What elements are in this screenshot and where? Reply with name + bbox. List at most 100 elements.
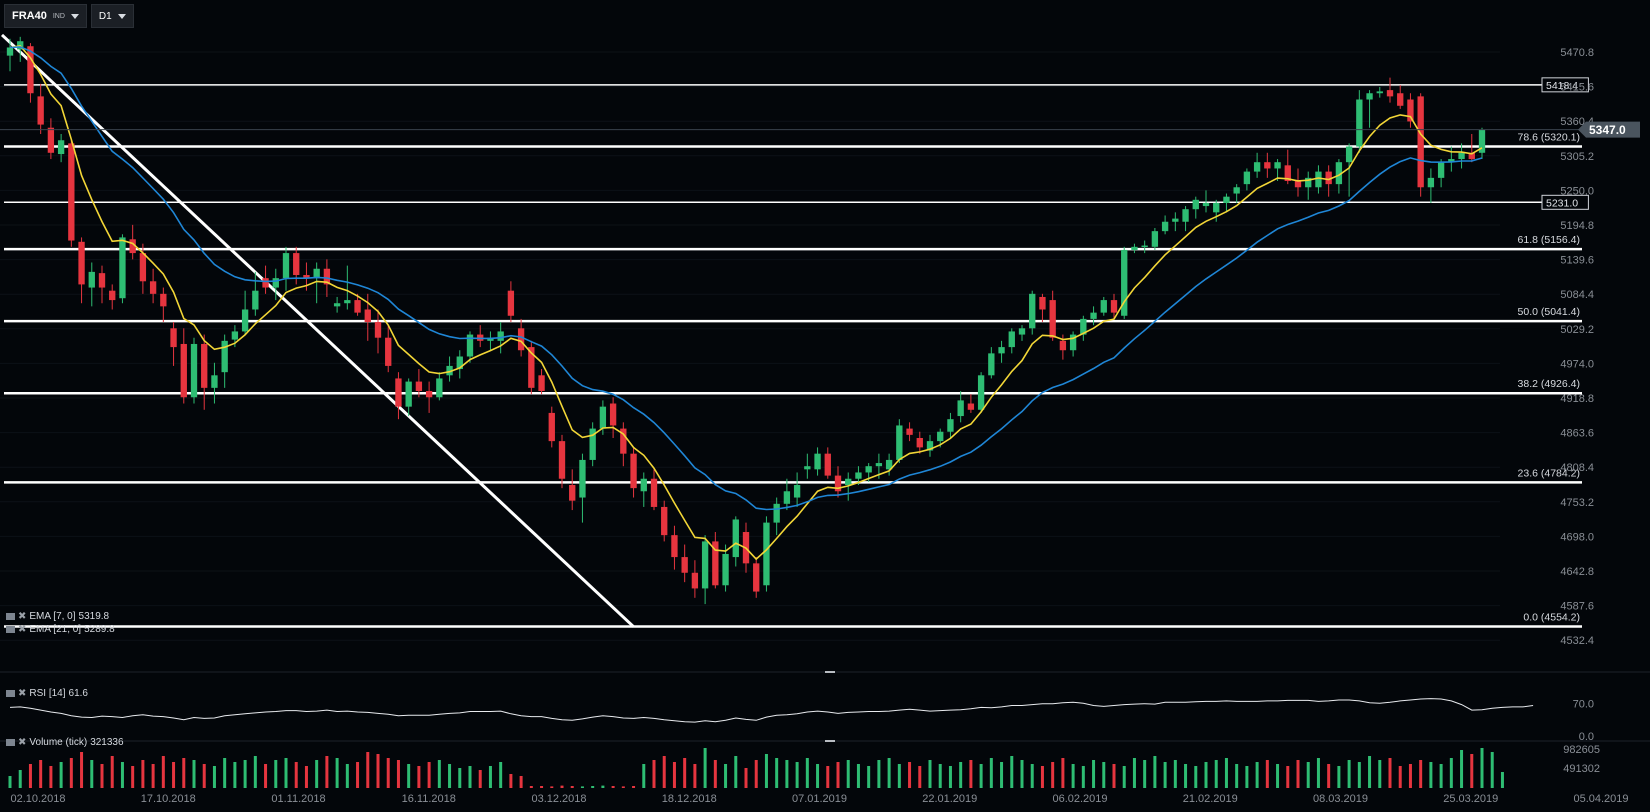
candle: [773, 497, 780, 536]
candle: [538, 369, 545, 395]
price-axis: 5470.85415.65360.45305.25250.05194.85139…: [0, 47, 1640, 647]
close-icon[interactable]: ✖: [18, 611, 27, 622]
ema-fast-name: EMA [7, 0]: [29, 611, 76, 622]
candle-body: [1315, 171, 1322, 188]
volume-bar: [816, 764, 820, 788]
candle-body: [712, 541, 719, 586]
fib-level-label: 78.6 (5320.1): [1518, 131, 1580, 143]
volume-bar: [49, 766, 53, 788]
candle-body: [661, 506, 668, 536]
candle: [98, 265, 106, 304]
volume-bar: [458, 768, 462, 788]
volume-bar: [1245, 766, 1249, 788]
volume-bar: [59, 762, 63, 788]
candle-body: [395, 378, 402, 407]
volume-bar: [713, 760, 717, 788]
volume-bar: [703, 748, 707, 788]
volume-bar: [90, 760, 94, 788]
candle-body: [517, 328, 525, 351]
volume-bar: [856, 764, 860, 788]
volume-bar: [621, 786, 625, 788]
candle-body: [640, 478, 647, 492]
indicator-legend-ema-fast[interactable]: ✖ EMA [7, 0] 5319.8: [6, 611, 109, 622]
close-icon[interactable]: ✖: [18, 624, 27, 635]
close-icon[interactable]: ✖: [18, 688, 27, 699]
volume-bar: [826, 766, 830, 788]
time-tick-label: 03.12.2018: [531, 793, 586, 805]
candle-body: [977, 375, 985, 410]
volume-bar: [1316, 758, 1320, 788]
candle-body: [47, 127, 55, 153]
indicator-legend-rsi[interactable]: ✖ RSI [14] 61.6: [6, 688, 88, 699]
candle-body: [1131, 246, 1138, 250]
volume-bar: [754, 760, 758, 788]
candle-body: [272, 278, 279, 288]
candle-body: [1253, 162, 1261, 172]
volume-bar: [1214, 760, 1218, 788]
candle: [1080, 315, 1087, 341]
candle: [681, 544, 688, 583]
fib-level-label: 38.2 (4926.4): [1518, 378, 1580, 390]
candle-body: [27, 46, 34, 94]
candle: [1172, 212, 1179, 232]
volume-bar: [867, 766, 871, 788]
candle: [282, 246, 290, 291]
candle-body: [1059, 340, 1067, 351]
candle-body: [650, 478, 658, 507]
candle-body: [323, 268, 331, 285]
candle-body: [1018, 328, 1026, 335]
settings-icon[interactable]: [6, 739, 15, 746]
indicator-legend-volume[interactable]: ✖ Volume (tick) 321336: [6, 737, 124, 748]
rsi-value: 61.6: [68, 688, 88, 699]
candle: [814, 447, 821, 476]
candle-body: [988, 353, 995, 376]
volume-bar: [836, 762, 840, 788]
panel-resize-handle: [825, 671, 835, 673]
candle-body: [139, 253, 147, 282]
candle-body: [1366, 93, 1373, 100]
candle: [1049, 290, 1056, 341]
candle: [906, 422, 913, 442]
volume-bar: [1000, 762, 1004, 788]
volume-bar: [110, 756, 114, 788]
volume-bar: [488, 766, 492, 788]
candle-body: [1325, 171, 1332, 185]
volume-bar: [80, 752, 84, 788]
volume-bar: [1419, 760, 1423, 788]
settings-icon[interactable]: [6, 626, 15, 633]
timeframe-selector[interactable]: D1: [90, 4, 134, 28]
candle-body: [344, 300, 351, 304]
grid-lines: [0, 51, 1500, 641]
settings-icon[interactable]: [6, 690, 15, 697]
close-icon[interactable]: ✖: [18, 737, 27, 748]
candle-body: [1121, 249, 1128, 316]
candle-body: [282, 253, 290, 279]
volume-bar: [1327, 764, 1331, 788]
symbol-selector[interactable]: FRA40 IND: [4, 4, 87, 28]
candle: [896, 419, 903, 464]
candle-body: [160, 293, 167, 307]
candle-body: [1039, 296, 1046, 310]
candle-body: [681, 557, 688, 573]
candle-body: [937, 431, 944, 442]
volume-bar: [928, 760, 932, 788]
volume-bar: [1081, 766, 1085, 788]
ema-fast-line: [9, 45, 1483, 561]
volume-bar: [1255, 762, 1259, 788]
volume-bar: [846, 760, 850, 788]
fib-level-label: 23.6 (4784.2): [1518, 467, 1580, 479]
volume-bar: [601, 785, 605, 788]
volume-bar: [468, 766, 472, 788]
candle-body: [875, 463, 883, 467]
candle-body: [528, 347, 535, 388]
candle-body: [1294, 180, 1302, 188]
candle-body: [1029, 293, 1036, 329]
candle: [640, 472, 647, 507]
volume-bar: [570, 786, 574, 788]
indicator-legend-ema-slow[interactable]: ✖ EMA [21, 0] 5289.8: [6, 624, 115, 635]
volume-bar: [785, 760, 789, 788]
volume-bar: [989, 758, 993, 788]
volume-bar: [1020, 760, 1024, 788]
settings-icon[interactable]: [6, 613, 15, 620]
